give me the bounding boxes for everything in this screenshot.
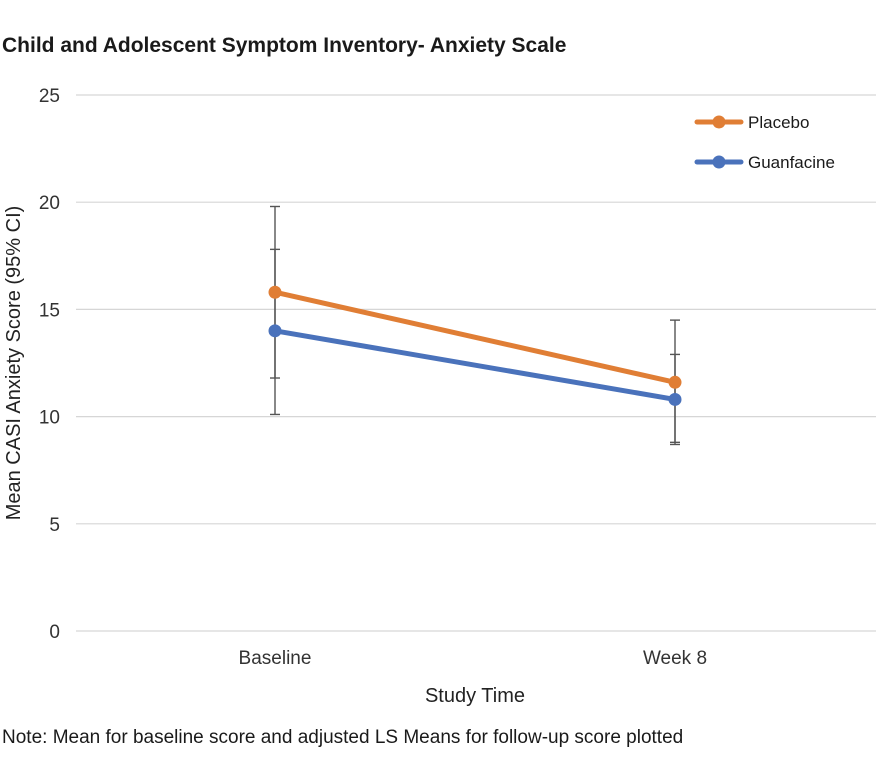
data-point-placebo xyxy=(268,285,282,299)
series-line-placebo xyxy=(272,289,678,385)
error-bars xyxy=(270,205,680,446)
y-tick-label: 15 xyxy=(39,300,60,321)
y-tick-label: 25 xyxy=(39,86,60,107)
chart-title: Child and Adolescent Symptom Inventory- … xyxy=(2,34,567,57)
data-point-guanfacine xyxy=(668,392,682,406)
y-tick-label: 5 xyxy=(49,515,60,536)
legend-label-guanfacine: Guanfacine xyxy=(748,153,835,172)
legend-marker-placebo xyxy=(712,115,726,129)
y-tick-label: 10 xyxy=(39,408,60,429)
series-points xyxy=(268,285,682,406)
y-axis-label: Mean CASI Anxiety Score (95% CI) xyxy=(3,206,25,521)
chart-note: Note: Mean for baseline score and adjust… xyxy=(2,727,684,748)
data-point-guanfacine xyxy=(268,324,282,338)
x-tick-label: Baseline xyxy=(239,648,312,669)
y-tick-label: 0 xyxy=(49,622,60,643)
data-point-placebo xyxy=(668,375,682,389)
series-line-guanfacine xyxy=(272,328,678,402)
y-tick-labels: 0 5 10 15 20 25 xyxy=(39,86,60,643)
series-lines xyxy=(272,289,678,402)
x-tick-labels: Baseline Week 8 xyxy=(239,648,707,669)
legend: Placebo Guanfacine xyxy=(694,113,835,172)
legend-marker-guanfacine xyxy=(712,155,726,169)
legend-label-placebo: Placebo xyxy=(748,113,809,132)
grid-lines xyxy=(76,94,876,632)
y-tick-label: 20 xyxy=(39,193,60,214)
x-tick-label: Week 8 xyxy=(643,648,707,669)
x-axis-label: Study Time xyxy=(425,685,525,707)
